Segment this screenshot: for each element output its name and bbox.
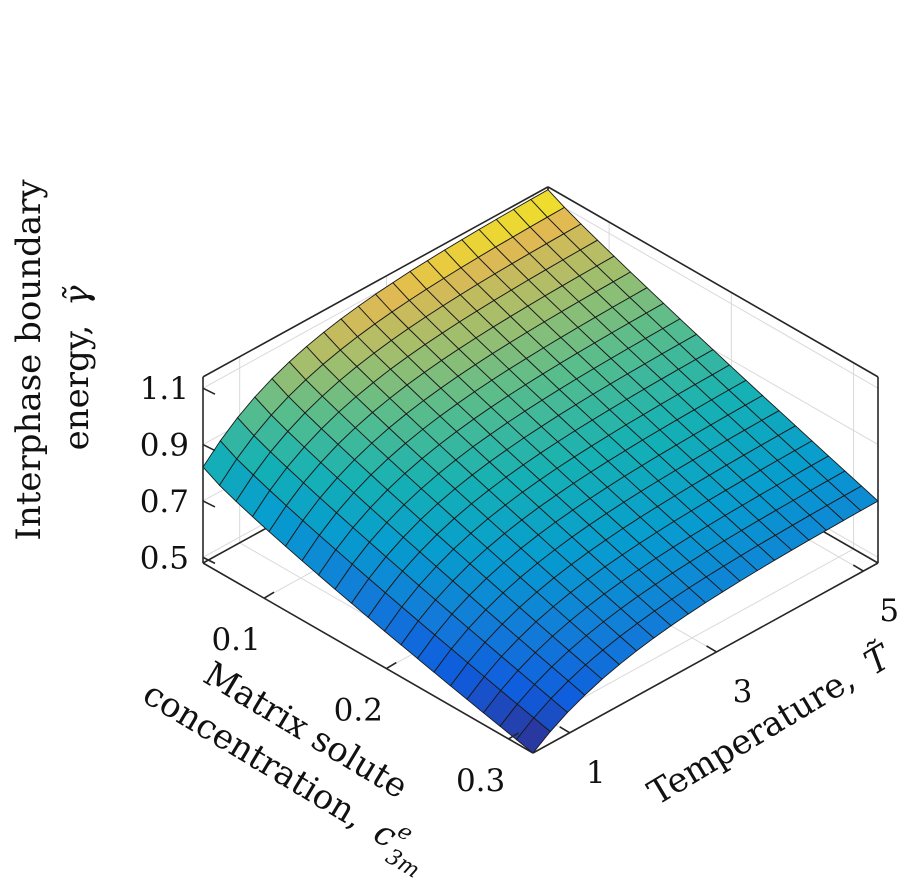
z-tick-label: 1.1 [140, 371, 189, 407]
x-tick-label: 0.1 [211, 622, 260, 658]
z-tick-mark [202, 500, 216, 508]
svg-text:Temperature, T̃: Temperature, T̃ [641, 636, 899, 813]
z-axis-label: Interphase boundary energy, γ̃ [9, 179, 97, 541]
y-axis-label: Temperature, T̃ [641, 636, 899, 813]
y-tick-mark [559, 726, 571, 734]
x-tick-mark [385, 661, 397, 670]
x-tick-mark [263, 591, 275, 599]
y-axis-line [532, 562, 879, 754]
z-tick-mark [202, 556, 216, 565]
y-tick-label: 1 [586, 755, 606, 791]
x-tick-label: 0.3 [456, 763, 505, 799]
gridline-z [547, 197, 879, 389]
surface-cell [515, 717, 551, 754]
x-axis-label: Matrix solute concentration, ce3m [136, 654, 424, 884]
y-tick-mark [852, 564, 864, 572]
y-tick-mark [706, 645, 717, 653]
top-left-edge [202, 186, 549, 378]
surface-mesh [202, 189, 879, 754]
x-tick-mark [508, 732, 519, 740]
y-tick-label: 5 [879, 593, 899, 629]
z-tick-label: 0.7 [140, 484, 189, 520]
y-axis-symbol: T̃ [857, 636, 899, 683]
x-axis-line [202, 562, 534, 754]
top-right-edge [547, 186, 879, 378]
x-tick-label: 0.2 [334, 693, 383, 729]
z-axis-label-line2: energy, [57, 325, 97, 451]
z-axis-label-line1: Interphase boundary [9, 179, 49, 541]
y-tick-label: 3 [733, 674, 753, 710]
z-axis-symbol: γ̃ [57, 285, 97, 306]
x-axis-symbol-sub: 3m [381, 844, 424, 883]
z-tick-label: 0.9 [140, 428, 189, 464]
axes-box [202, 186, 879, 754]
tick-labels: 0.5 0.7 0.9 1.1 0.1 0.2 0.3 1 3 5 [140, 371, 899, 799]
z-tick-label: 0.5 [140, 540, 189, 576]
svg-text:energy, γ̃: energy, γ̃ [57, 285, 97, 450]
z-tick-mark [202, 443, 216, 452]
z-tick-mark [202, 387, 216, 395]
